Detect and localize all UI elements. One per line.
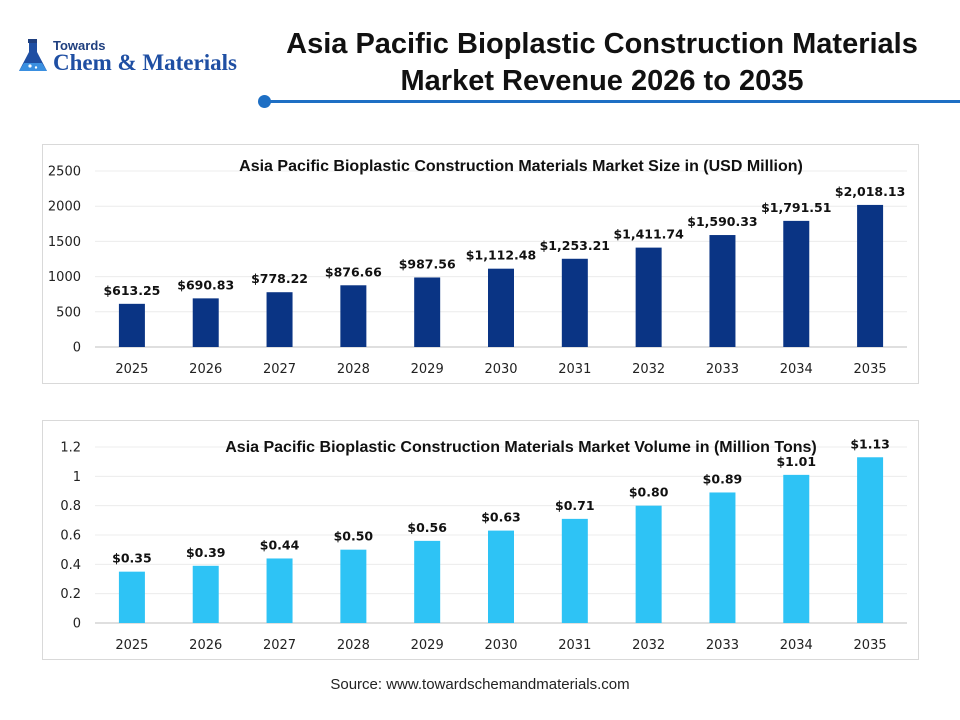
revenue-bar: [709, 235, 736, 347]
volume-data-label: $0.63: [481, 510, 521, 525]
revenue-bar: [192, 298, 219, 347]
revenue-ytick-label: 1500: [48, 235, 81, 250]
volume-bar: [414, 540, 441, 623]
volume-xtick-label: 2025: [115, 638, 148, 653]
revenue-bar: [118, 303, 145, 347]
volume-bar: [561, 518, 588, 623]
volume-xtick-label: 2027: [263, 638, 296, 653]
volume-data-label: $0.35: [112, 551, 152, 566]
revenue-xtick-label: 2031: [558, 362, 591, 377]
volume-chart: 0 0.2 0.4 0.6 0.8 1 1.2 Asia Pacific Bioplastic…: [42, 420, 919, 660]
page-title-line2: Market Revenue 2026 to 2035: [400, 65, 804, 97]
revenue-data-label: $876.66: [325, 264, 382, 279]
volume-data-label: $0.80: [629, 485, 669, 500]
revenue-chart: 0 500 1000 1500 2000 2500 Asia Pacific Bioplas…: [42, 144, 919, 384]
volume-data-label: $0.89: [703, 471, 743, 486]
volume-ytick-label: 0: [73, 617, 81, 632]
volume-ytick-label: 1.2: [60, 441, 81, 456]
volume-xtick-label: 2028: [337, 638, 370, 653]
volume-data-label: $0.39: [186, 545, 226, 560]
revenue-ytick-label: 2000: [48, 200, 81, 215]
volume-bar: [709, 492, 736, 623]
volume-chart-svg: 0 0.2 0.4 0.6 0.8 1 1.2 Asia Pacific Bioplastic…: [60, 436, 907, 653]
volume-title: Asia Pacific Bioplastic Construction Mat…: [225, 439, 817, 456]
revenue-bar: [340, 285, 367, 347]
volume-data-label: $0.50: [334, 529, 374, 544]
volume-bar: [635, 505, 662, 623]
volume-xtick-label: 2031: [558, 638, 591, 653]
revenue-bar: [414, 277, 441, 347]
title-rule: [266, 100, 960, 103]
volume-ytick-label: 1: [73, 470, 81, 485]
volume-xtick-label: 2035: [854, 638, 887, 653]
source-note: Source: www.towardschemandmaterials.com: [330, 676, 630, 693]
volume-data-label: $0.56: [407, 520, 447, 535]
title-rule-dot: [258, 95, 271, 108]
volume-ytick-label: 0.8: [60, 499, 81, 514]
revenue-xtick-label: 2033: [706, 362, 739, 377]
volume-xtick-label: 2029: [411, 638, 444, 653]
page-title: Asia Pacific Bioplastic Construction Mat…: [268, 26, 936, 100]
revenue-title: Asia Pacific Bioplastic Construction Mat…: [239, 158, 803, 175]
revenue-data-label: $1,590.33: [687, 214, 757, 229]
page-title-line1: Asia Pacific Bioplastic Construction Mat…: [286, 28, 918, 60]
revenue-xtick-label: 2025: [115, 362, 148, 377]
revenue-xtick-label: 2029: [411, 362, 444, 377]
revenue-data-label: $690.83: [177, 277, 234, 292]
company-logo: Towards Chem & Materials: [16, 34, 266, 80]
revenue-bar: [857, 204, 884, 347]
revenue-xtick-label: 2035: [854, 362, 887, 377]
logo-top-text: Towards: [53, 38, 106, 53]
volume-xtick-label: 2026: [189, 638, 222, 653]
revenue-ytick-label: 0: [73, 341, 81, 356]
revenue-bar: [488, 268, 514, 347]
volume-ytick-label: 0.4: [60, 558, 81, 573]
volume-bar: [783, 474, 810, 623]
volume-ytick-label: 0.2: [60, 587, 81, 602]
revenue-xtick-label: 2032: [632, 362, 665, 377]
revenue-data-label: $1,791.51: [761, 200, 831, 215]
volume-bar: [340, 549, 367, 623]
volume-bar: [118, 571, 145, 623]
revenue-data-label: $1,253.21: [540, 238, 610, 253]
revenue-xtick-label: 2028: [337, 362, 370, 377]
volume-bar: [488, 530, 514, 623]
revenue-bar: [266, 292, 293, 347]
volume-bar: [857, 457, 884, 623]
revenue-ytick-label: 2500: [48, 165, 81, 180]
revenue-xtick-label: 2027: [263, 362, 296, 377]
revenue-data-label: $2,018.13: [835, 184, 905, 199]
logo-main-text: Chem & Materials: [53, 50, 237, 75]
revenue-bar: [635, 247, 662, 347]
volume-data-label: $1.01: [776, 454, 816, 469]
volume-bar: [192, 565, 219, 623]
revenue-data-label: $1,411.74: [613, 227, 684, 242]
revenue-ytick-label: 1000: [48, 270, 81, 285]
revenue-xtick-label: 2026: [189, 362, 222, 377]
volume-data-label: $0.44: [260, 537, 300, 552]
volume-xtick-label: 2030: [484, 638, 517, 653]
volume-xtick-label: 2033: [706, 638, 739, 653]
volume-ytick-label: 0.6: [60, 529, 81, 544]
flask-icon: [19, 39, 47, 71]
volume-data-label: $1.13: [850, 436, 890, 451]
revenue-xtick-label: 2030: [484, 362, 517, 377]
revenue-data-label: $1,112.48: [466, 248, 536, 263]
revenue-xtick-label: 2034: [780, 362, 813, 377]
volume-xtick-label: 2034: [780, 638, 813, 653]
revenue-chart-svg: 0 500 1000 1500 2000 2500 Asia Pacific Bioplas…: [48, 158, 907, 377]
revenue-data-label: $613.25: [103, 283, 160, 298]
revenue-bar: [783, 220, 810, 347]
revenue-ytick-label: 500: [56, 305, 81, 320]
volume-xtick-label: 2032: [632, 638, 665, 653]
revenue-bar: [561, 258, 588, 347]
revenue-data-label: $778.22: [251, 271, 308, 286]
volume-data-label: $0.71: [555, 498, 595, 513]
revenue-data-label: $987.56: [399, 256, 456, 271]
volume-bar: [266, 558, 293, 623]
